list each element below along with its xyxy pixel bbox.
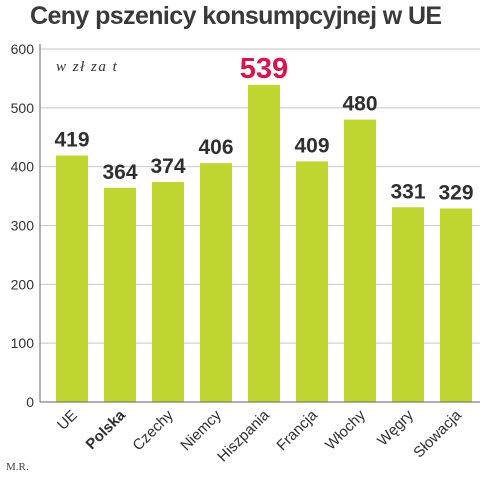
category-label: Francja xyxy=(273,406,321,454)
value-label: 364 xyxy=(102,161,137,184)
value-label: 331 xyxy=(390,180,425,203)
bar xyxy=(392,207,424,402)
value-label: 419 xyxy=(54,128,89,151)
category-label: Polska xyxy=(83,406,130,453)
bar xyxy=(152,181,184,402)
bar xyxy=(296,161,328,402)
bars xyxy=(56,84,472,402)
y-tick-label: 500 xyxy=(11,100,35,116)
chart-title: Ceny pszenicy konsumpcyjnej w UE xyxy=(30,2,442,30)
value-label: 374 xyxy=(150,155,185,178)
value-label: 409 xyxy=(294,134,329,157)
category-label: Węgry xyxy=(374,406,417,449)
bar xyxy=(56,155,88,402)
unit-label: w zł za t xyxy=(56,59,118,75)
bar xyxy=(200,163,232,402)
category-label: UE xyxy=(54,407,81,434)
value-label: 539 xyxy=(240,53,288,85)
value-label: 406 xyxy=(198,136,233,159)
y-tick-label: 100 xyxy=(11,335,35,351)
bar xyxy=(248,84,280,402)
value-label: 329 xyxy=(438,181,473,204)
category-label: Włochy xyxy=(322,406,369,453)
bar xyxy=(344,119,376,402)
category-label: Niemcy xyxy=(177,406,225,454)
y-tick-label: 200 xyxy=(11,276,35,292)
y-tick-labels: 0 100 200 300 400 500 600 xyxy=(11,41,35,410)
category-label: Słowacja xyxy=(410,406,465,461)
author-credit: M.R. xyxy=(6,461,29,473)
category-label: Czechy xyxy=(129,406,177,454)
y-tick-label: 600 xyxy=(11,41,35,57)
y-tick-label: 300 xyxy=(11,218,35,234)
category-label: Hiszpania xyxy=(214,406,273,465)
bar xyxy=(104,187,136,402)
y-tick-label: 0 xyxy=(26,394,34,410)
value-label: 480 xyxy=(342,93,377,116)
y-tick-label: 400 xyxy=(11,159,35,175)
bar xyxy=(440,208,472,402)
value-labels: 419 364 374 406 539 409 480 331 329 xyxy=(54,53,473,205)
